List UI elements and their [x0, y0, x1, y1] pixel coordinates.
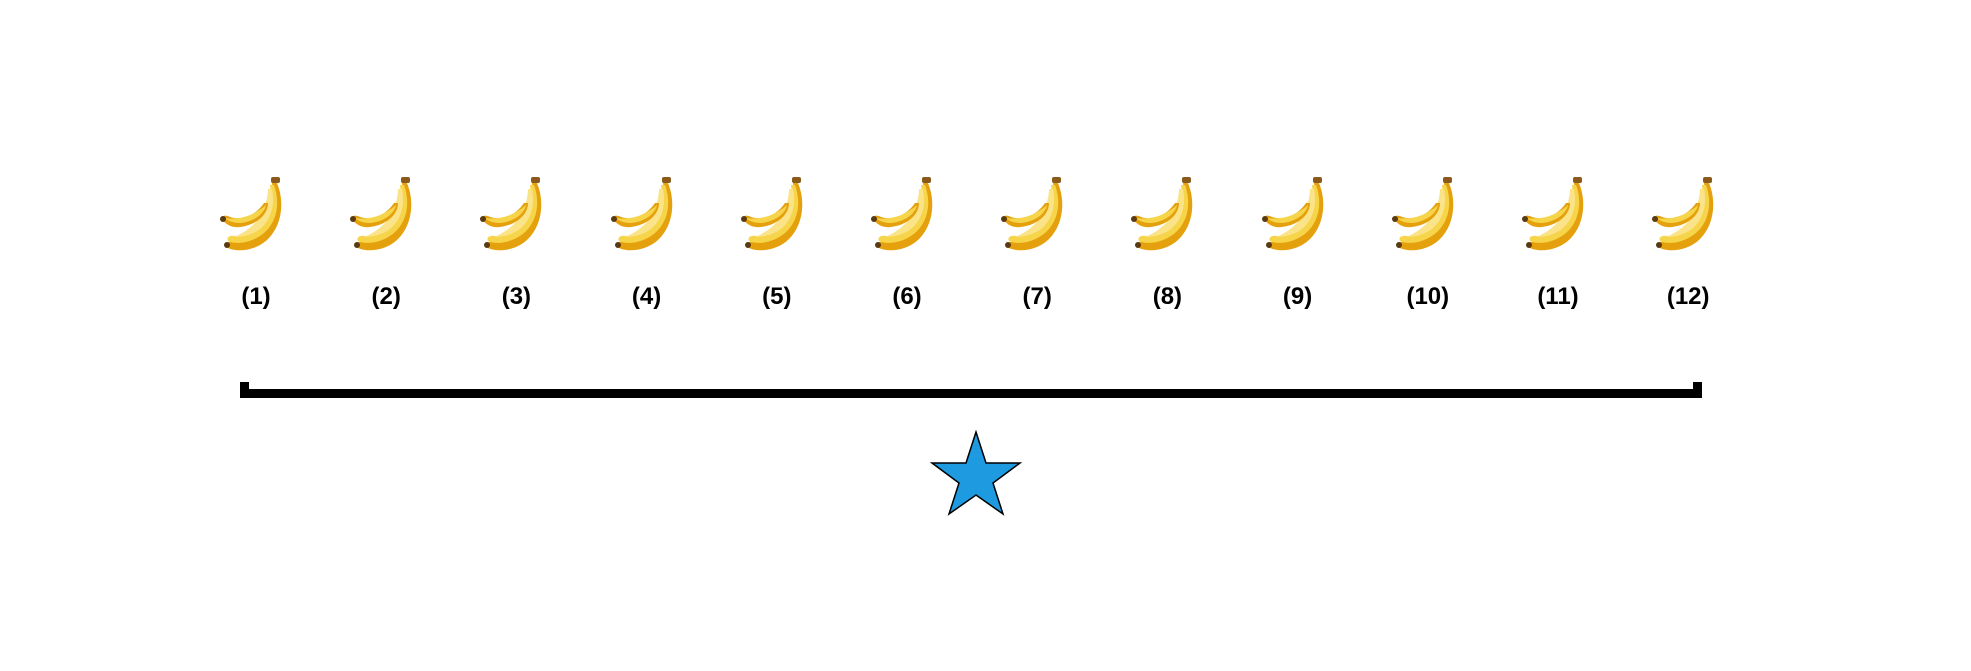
banana-item-11: (11)	[1498, 175, 1618, 309]
banana-icon	[480, 177, 542, 251]
banana-item-6: (6)	[847, 175, 967, 309]
banana-label-7: (7)	[1022, 283, 1052, 310]
banana-item-7: (7)	[977, 175, 1097, 309]
banana-icon	[1391, 177, 1454, 251]
banana-item-8: (8)	[1107, 175, 1227, 309]
banana-item-3: (3)	[456, 175, 576, 309]
banana-item-10: (10)	[1368, 175, 1488, 309]
banana-label-2: (2)	[371, 283, 401, 310]
banana-icon	[871, 177, 933, 251]
banana-label-1: (1)	[241, 283, 271, 310]
banana-icon	[1522, 177, 1584, 251]
beam-left-end	[240, 382, 249, 398]
banana-icon	[1001, 177, 1063, 251]
banana-label-8: (8)	[1152, 283, 1183, 310]
banana-label-10: (10)	[1406, 283, 1450, 310]
banana-icon	[610, 177, 672, 251]
beam-bar	[240, 389, 1702, 398]
banana-label-5: (5)	[762, 283, 792, 310]
banana-item-5: (5)	[717, 175, 837, 309]
banana-item-9: (9)	[1238, 175, 1358, 309]
banana-label-12: (12)	[1666, 283, 1710, 310]
banana-label-9: (9)	[1282, 283, 1313, 310]
banana-item-4: (4)	[587, 175, 707, 309]
banana-icon	[350, 177, 412, 251]
banana-item-1: (1)	[196, 175, 316, 309]
banana-label-11: (11)	[1537, 283, 1579, 310]
star-icon	[930, 430, 1022, 516]
banana-label-6: (6)	[892, 283, 922, 310]
beam-right-end	[1693, 382, 1702, 398]
pivot-star-shape	[930, 430, 1022, 516]
banana-icon	[1652, 177, 1714, 251]
banana-item-12: (12)	[1628, 175, 1748, 309]
banana-icon	[740, 177, 803, 251]
balance-beam	[240, 382, 1702, 398]
banana-item-2: (2)	[326, 175, 446, 309]
banana-icon	[220, 177, 282, 251]
banana-label-3: (3)	[501, 283, 532, 310]
banana-icon	[1261, 177, 1323, 251]
banana-icon	[1131, 177, 1193, 251]
banana-label-4: (4)	[631, 283, 662, 310]
